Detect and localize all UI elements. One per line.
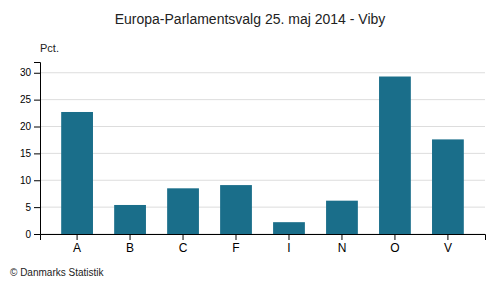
x-tick-label: F [232, 241, 239, 255]
y-tick-mark [34, 180, 40, 181]
x-tick: C [179, 234, 188, 255]
x-tick-mark [447, 234, 448, 240]
grid-line [40, 99, 485, 100]
x-tick: V [444, 234, 452, 255]
y-tick: 15 [20, 148, 40, 159]
y-tick-mark [34, 234, 40, 235]
bar [432, 139, 464, 234]
x-tick-mark [394, 234, 395, 240]
grid-line [40, 72, 485, 73]
bar [273, 222, 305, 234]
x-tick: I [287, 234, 290, 255]
y-axis-line [34, 63, 41, 235]
y-tick-label: 5 [25, 202, 31, 213]
y-tick-label: 10 [20, 175, 32, 186]
bar [114, 205, 146, 234]
bar [61, 112, 93, 234]
x-tick: N [338, 234, 347, 255]
title: Europa-Parlamentsvalg 25. maj 2014 - Vib… [115, 11, 386, 27]
y-tick: 25 [20, 94, 40, 105]
y-tick: 0 [25, 229, 40, 240]
x-tick-mark [77, 234, 78, 240]
bar [220, 185, 252, 234]
x-tick-mark [341, 234, 342, 240]
x-tick-label: N [338, 241, 347, 255]
y-tick-mark [34, 73, 40, 74]
grid-line [40, 126, 485, 127]
x-tick-mark [130, 234, 131, 240]
y-tick-label: 15 [20, 148, 32, 159]
y-tick-mark [34, 207, 40, 208]
y-tick-label: 30 [20, 67, 32, 78]
y-tick: 5 [25, 202, 40, 213]
x-tick: O [390, 234, 399, 255]
x-axis: ABCFINOV [41, 234, 486, 255]
y-tick: 20 [20, 121, 40, 132]
y-tick-mark [34, 153, 40, 154]
x-tick-label: I [287, 241, 290, 255]
grid [40, 73, 485, 234]
grid-line [40, 180, 485, 181]
y-tick-mark [34, 100, 40, 101]
grid-line [40, 153, 485, 154]
x-tick-mark [236, 234, 237, 240]
bar [167, 188, 199, 234]
x-tick-mark [183, 234, 184, 240]
y-tick: 30 [20, 67, 40, 78]
y-label: Pct. [40, 42, 59, 54]
annotation: © Danmarks Statistik [10, 267, 105, 278]
y-tick-mark [34, 127, 40, 128]
y-tick-label: 0 [25, 229, 31, 240]
x-tick-label: C [179, 241, 188, 255]
bar [379, 77, 411, 234]
chart: Europa-Parlamentsvalg 25. maj 2014 - Vib… [0, 0, 500, 282]
x-tick: B [126, 234, 134, 255]
x-tick: A [73, 234, 81, 255]
bars [61, 77, 464, 234]
y-axis: 0 5 10 15 20 25 30 [20, 63, 41, 240]
y-tick-label: 25 [20, 94, 32, 105]
bar [326, 201, 358, 234]
plot: 0 5 10 15 20 25 30 A B C F I N O V [20, 63, 486, 255]
x-tick-label: O [390, 241, 399, 255]
x-tick: F [232, 234, 239, 255]
y-tick-label: 20 [20, 121, 32, 132]
x-tick-label: V [444, 241, 452, 255]
x-tick-label: A [73, 241, 81, 255]
grid-line [40, 207, 485, 208]
y-tick: 10 [20, 175, 40, 186]
x-tick-mark [288, 234, 289, 240]
x-axis-line [41, 235, 486, 241]
x-tick-label: B [126, 241, 134, 255]
